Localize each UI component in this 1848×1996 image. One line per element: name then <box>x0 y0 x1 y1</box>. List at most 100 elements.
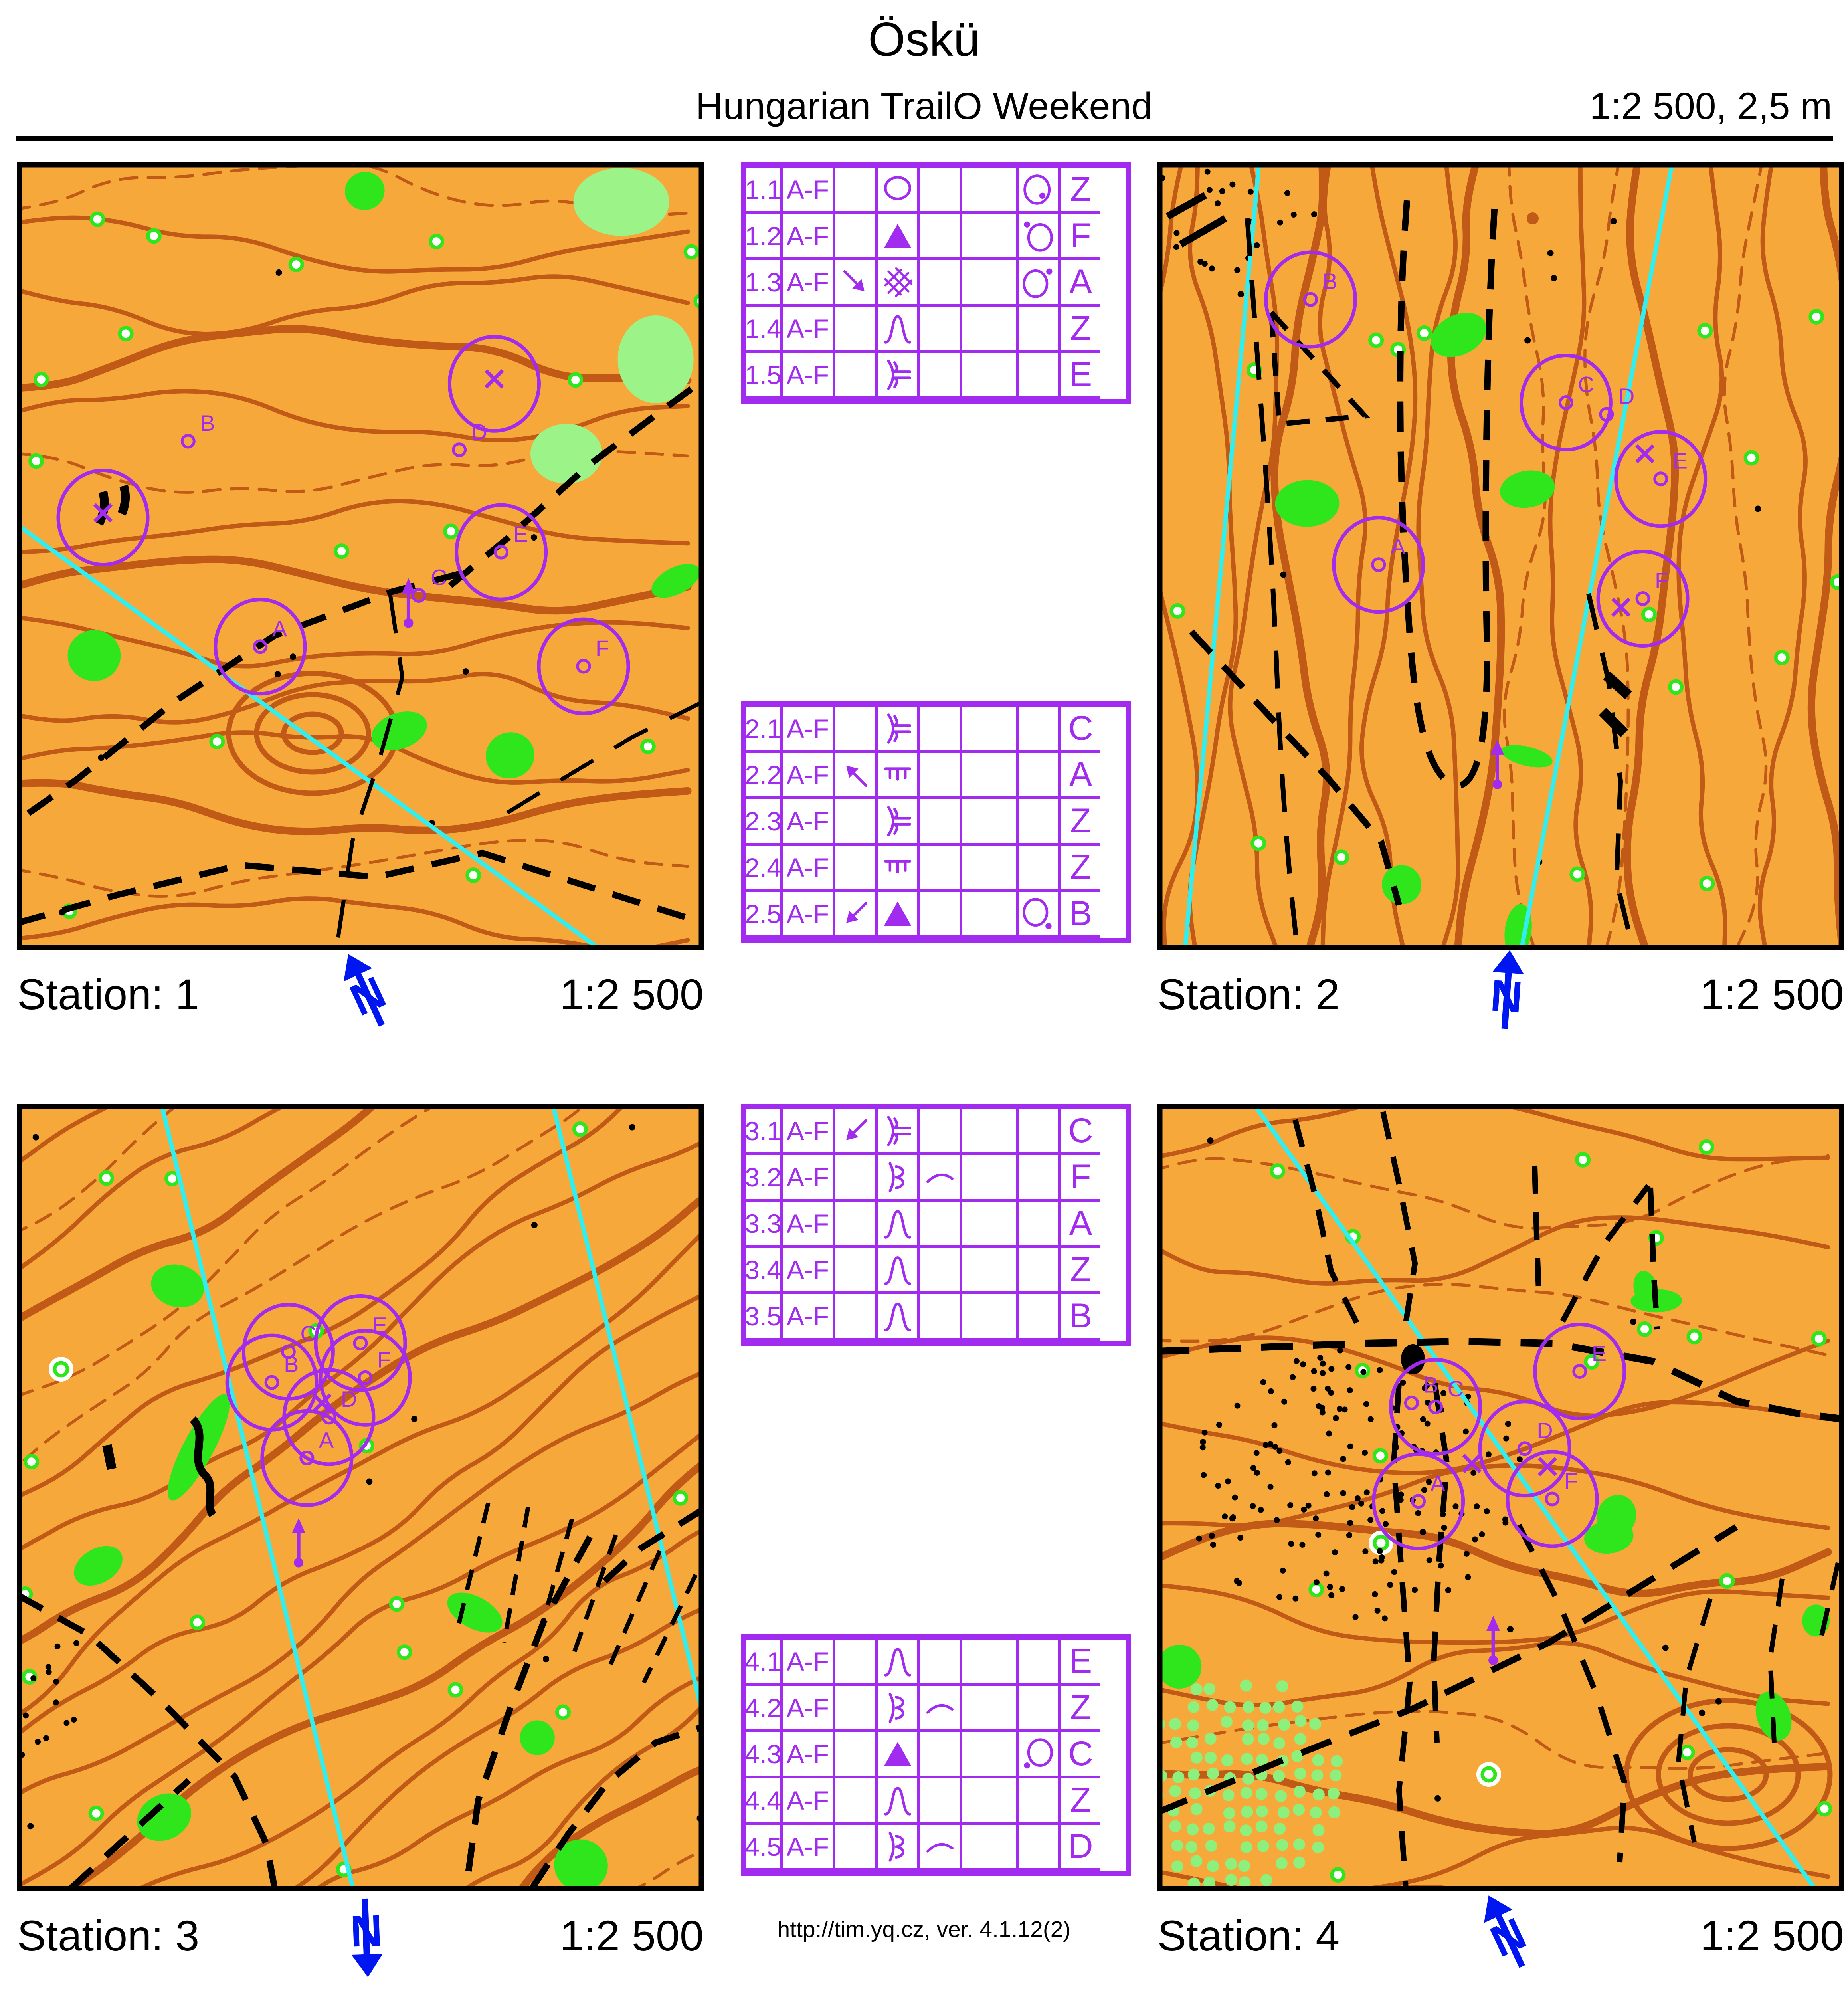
symbol-empty <box>962 260 1019 307</box>
station-3-caption-row: Station: 3 N 1:2 500 <box>17 1898 704 1977</box>
control-number: 2.3 <box>746 799 783 846</box>
symbol-empty <box>1019 1686 1061 1732</box>
symbol-empty <box>962 1732 1019 1778</box>
control-point <box>353 1335 368 1350</box>
control-answer: A <box>1061 753 1100 799</box>
symbol-empty <box>962 1778 1019 1825</box>
path-line <box>190 1416 216 1517</box>
control-letter: D <box>1618 384 1634 409</box>
north-arrow-icon: N <box>1473 950 1541 1036</box>
control-number: 2.5 <box>746 892 783 938</box>
x-mark <box>485 369 504 389</box>
symbol-empty <box>835 1248 878 1294</box>
control-answer: F <box>1061 1155 1100 1202</box>
purple-overprint: B C D E A F <box>1264 250 1708 789</box>
control-answer: Z <box>1061 799 1100 846</box>
symbol-circle-dot-out-nw <box>1019 214 1061 260</box>
control-letter: F <box>377 1347 391 1372</box>
symbol-knoll <box>878 307 920 353</box>
control-descriptions-station-4: 4.1 A-F E 4.2 A-F Z 4.3 A-F C 4.4 A-F Z 4.5 A-F D <box>741 1634 1131 1876</box>
symbol-empty <box>962 1640 1019 1686</box>
control-letter: E <box>1673 448 1688 473</box>
north-line <box>17 523 602 950</box>
control-circle <box>1372 1452 1465 1550</box>
viewing-point-marker <box>1486 1616 1500 1665</box>
control-number: 3.3 <box>746 1202 783 1248</box>
symbol-empty <box>1019 1248 1061 1294</box>
control-number: 4.5 <box>746 1825 783 1871</box>
viewing-point-marker <box>1490 739 1504 789</box>
symbol-knoll <box>878 1294 920 1341</box>
symbol-empty <box>835 168 878 214</box>
symbol-arrow-sw <box>835 1109 878 1155</box>
control-letter: A <box>1391 534 1406 559</box>
control-point <box>1558 395 1573 410</box>
symbol-empty <box>1019 1294 1061 1341</box>
symbol-reentrant <box>878 1686 920 1732</box>
control-circle <box>214 598 307 696</box>
control-circle <box>319 1329 412 1427</box>
symbol-empty <box>920 799 962 846</box>
control-point <box>358 1370 373 1385</box>
path-line <box>463 1535 593 1889</box>
symbol-knoll <box>878 1778 920 1825</box>
path-line <box>1292 1119 1362 1329</box>
symbol-circle-dot-out-sw <box>1019 1732 1061 1778</box>
control-circle <box>260 1409 354 1507</box>
station-1-map: B D E C A F <box>17 162 704 950</box>
control-point <box>494 545 509 560</box>
path-line <box>642 1574 698 1684</box>
north-line <box>1519 162 1675 950</box>
symbol-empty <box>920 1248 962 1294</box>
control-letter: B <box>1323 269 1338 294</box>
symbol-circle-dot-inside-se <box>1019 168 1061 214</box>
symbol-contour-ring <box>878 168 920 214</box>
control-answer: Z <box>1061 1778 1100 1825</box>
symbol-empty <box>1019 707 1061 753</box>
symbol-empty <box>920 892 962 938</box>
path-line <box>102 1444 117 1470</box>
path-line <box>1245 218 1300 947</box>
control-flags-range: A-F <box>783 1825 835 1871</box>
control-number: 3.5 <box>746 1294 783 1341</box>
control-point <box>1411 1494 1426 1509</box>
control-letter: B <box>1423 1372 1438 1397</box>
symbol-shallow-arc <box>920 1155 962 1202</box>
header-divider <box>16 136 1833 141</box>
control-number: 4.2 <box>746 1686 783 1732</box>
path-line <box>17 1592 278 1889</box>
control-number: 1.1 <box>746 168 783 214</box>
symbol-knoll <box>878 1248 920 1294</box>
symbol-circle-dot-out-ne <box>1019 260 1061 307</box>
symbol-empty <box>920 1109 962 1155</box>
symbol-empty <box>835 214 878 260</box>
symbol-empty <box>962 799 1019 846</box>
path-line <box>1157 1337 1844 1423</box>
map-artwork: B C D E A F <box>1157 162 1844 950</box>
path-line <box>1157 1524 1738 1816</box>
symbol-empty <box>962 892 1019 938</box>
symbol-empty <box>920 307 962 353</box>
control-answer: E <box>1061 1640 1100 1686</box>
symbol-empty <box>835 1294 878 1341</box>
path-line <box>1179 215 1227 248</box>
control-circle <box>447 335 541 433</box>
symbol-spur <box>878 1109 920 1155</box>
station-2-caption-row: Station: 2 N 1:2 500 <box>1157 950 1844 1030</box>
control-point <box>1572 1364 1587 1379</box>
symbol-knoll <box>878 1640 920 1686</box>
control-answer: F <box>1061 214 1100 260</box>
symbol-empty <box>920 353 962 399</box>
control-number: 4.1 <box>746 1640 783 1686</box>
path-line <box>1532 1165 1541 1292</box>
control-circle <box>1506 1450 1599 1548</box>
software-version-note: http://tim.yq.cz, ver. 4.1.12(2) <box>777 1917 1071 1942</box>
symbol-spur <box>878 353 920 399</box>
symbol-empty <box>962 1686 1019 1732</box>
control-point <box>1635 591 1650 606</box>
symbol-empty <box>835 1778 878 1825</box>
control-number: 3.2 <box>746 1155 783 1202</box>
path-line <box>499 699 704 819</box>
